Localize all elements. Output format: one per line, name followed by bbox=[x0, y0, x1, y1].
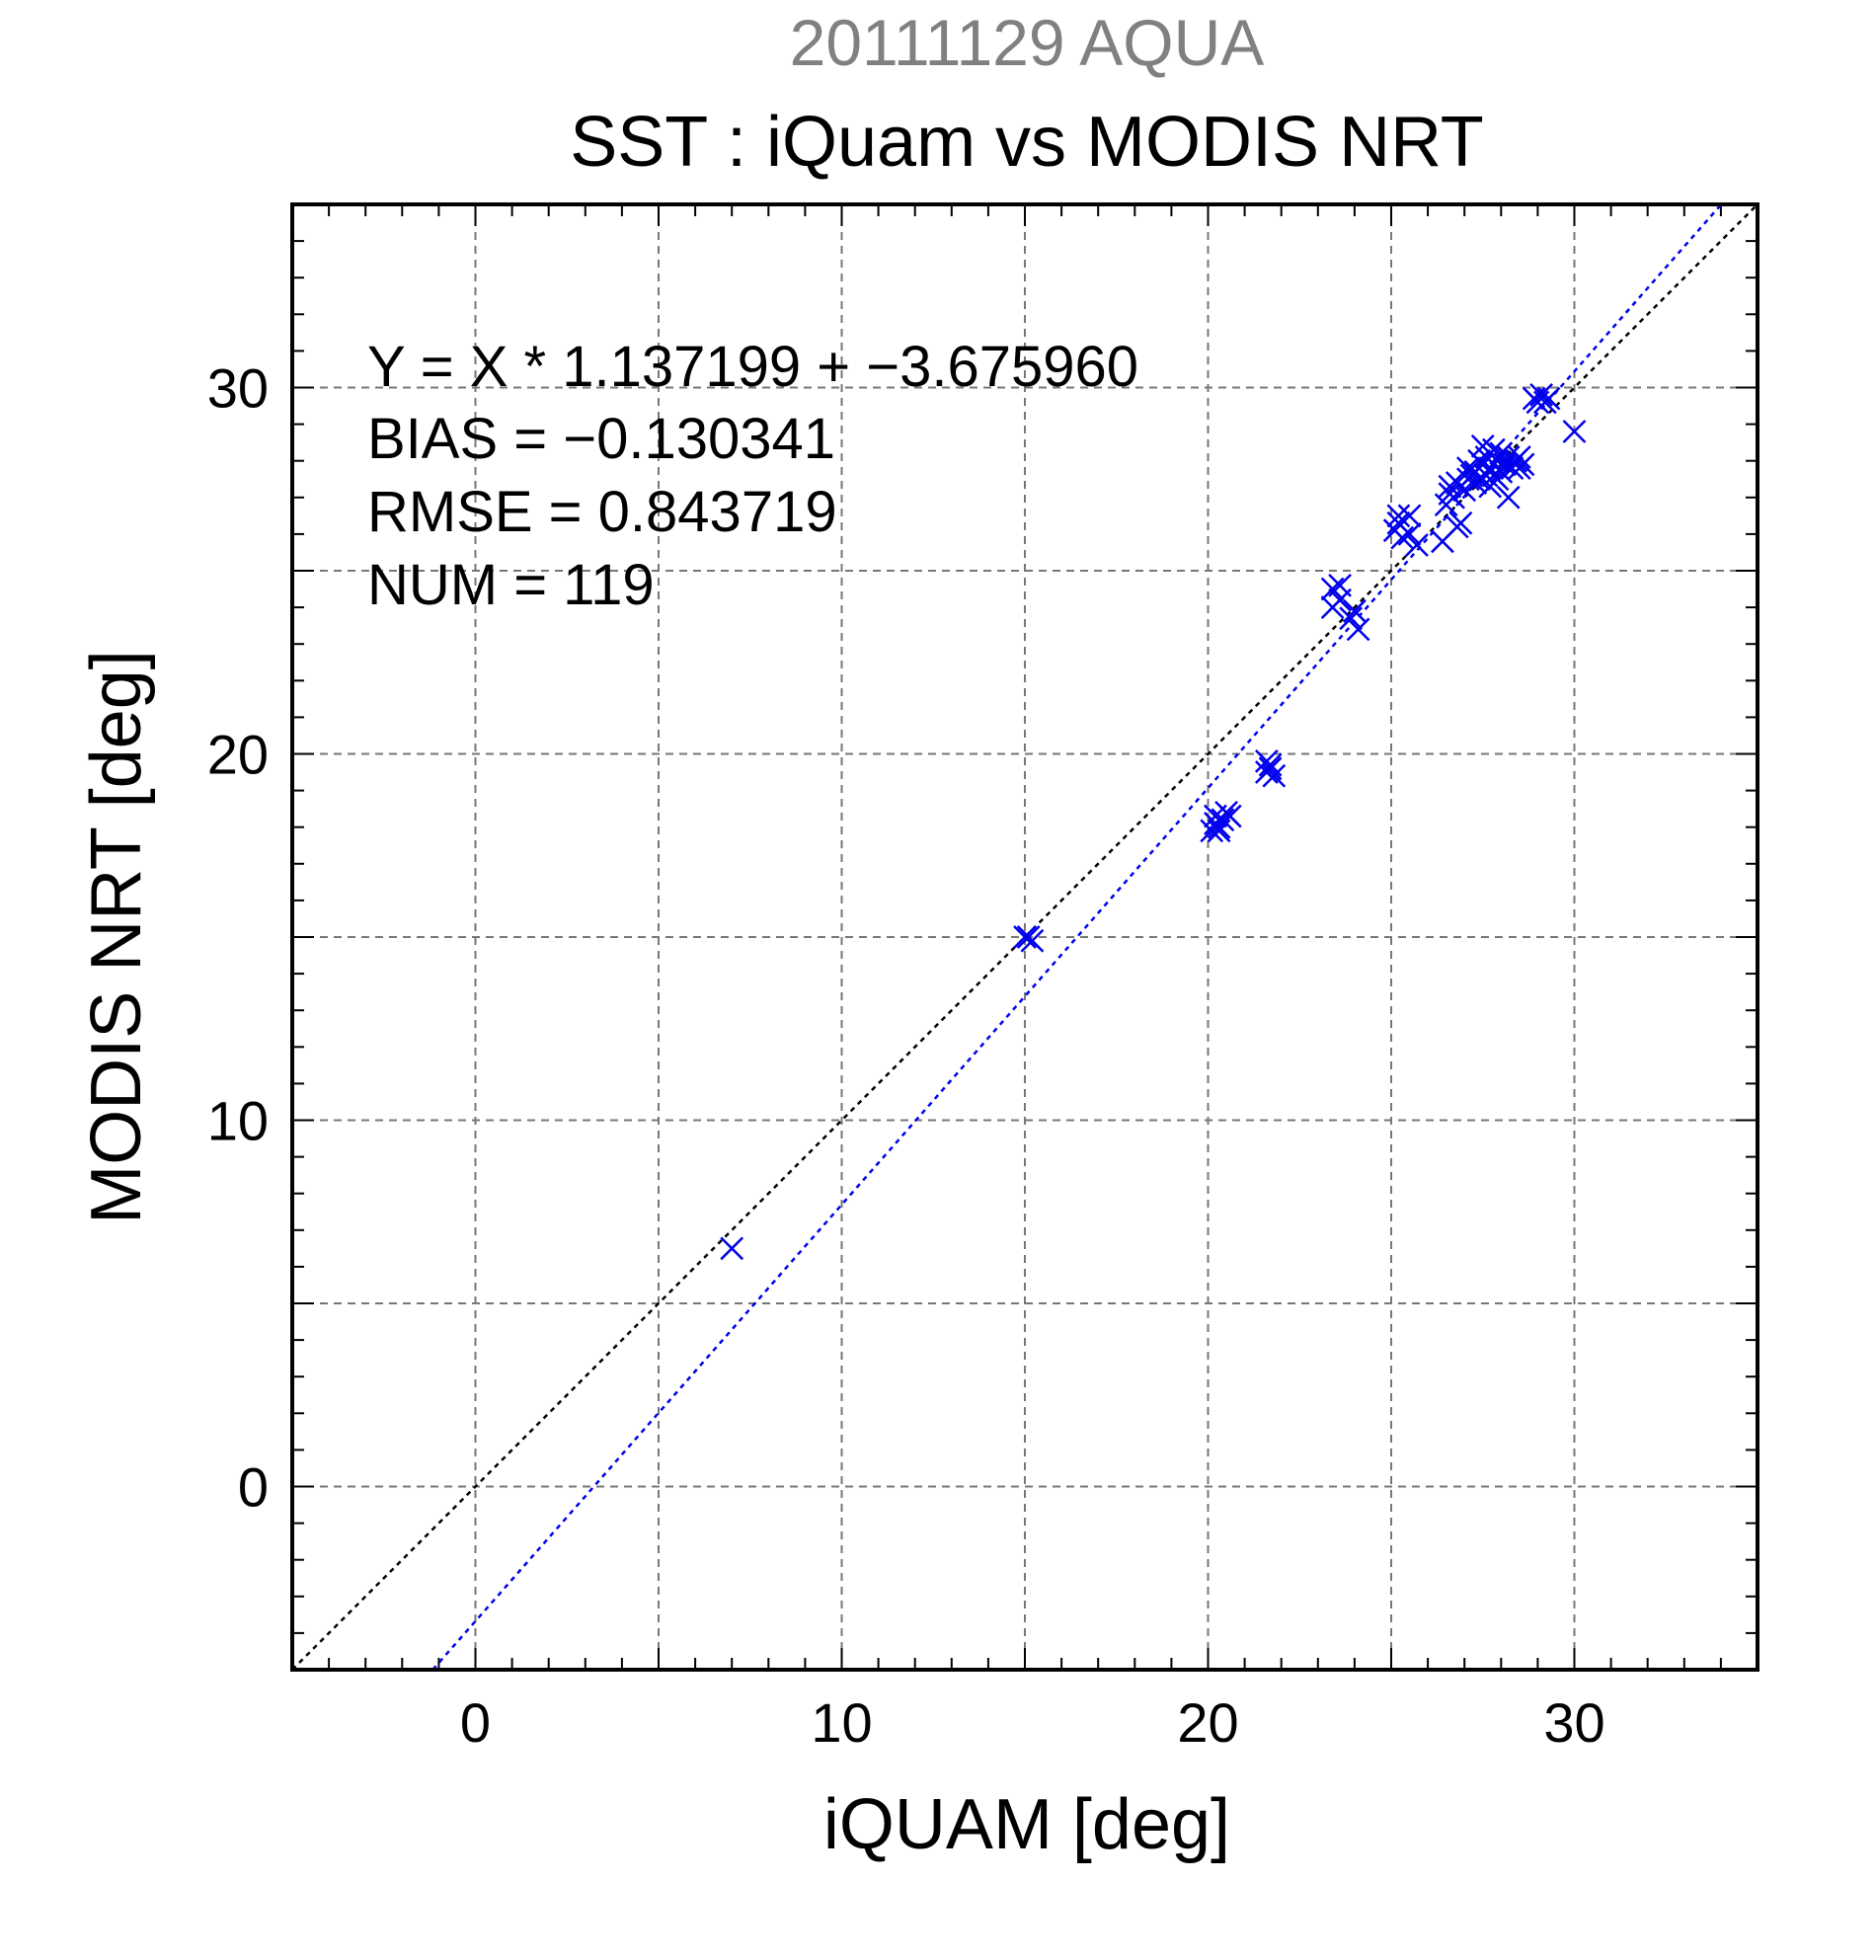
data-point bbox=[1507, 445, 1531, 469]
data-point bbox=[1485, 467, 1510, 492]
data-point bbox=[1020, 928, 1045, 953]
x-tick-label: 10 bbox=[811, 1691, 872, 1754]
annotation-num: NUM = 119 bbox=[367, 553, 655, 617]
data-point bbox=[1397, 522, 1422, 546]
plot-frame bbox=[290, 202, 1759, 1672]
data-point bbox=[1405, 533, 1429, 557]
data-point bbox=[1346, 617, 1370, 642]
x-tick-labels: 0 10 20 30 bbox=[460, 1691, 1605, 1754]
data-point bbox=[1496, 485, 1521, 510]
y-tick-labels: 0 10 20 30 bbox=[207, 357, 269, 1519]
data-point bbox=[1254, 749, 1279, 773]
data-point bbox=[1258, 756, 1283, 781]
annotation-regression: Y = X * 1.137199 + −3.675960 bbox=[367, 335, 1138, 399]
data-point bbox=[1536, 386, 1561, 411]
x-tick-label: 20 bbox=[1177, 1691, 1238, 1754]
y-tick-label: 0 bbox=[238, 1456, 269, 1519]
data-point bbox=[1390, 525, 1415, 550]
data-point bbox=[1339, 606, 1364, 631]
data-point bbox=[1529, 383, 1553, 407]
annotation-rmse: RMSE = 0.843719 bbox=[367, 480, 837, 544]
y-tick-label: 20 bbox=[207, 724, 269, 786]
data-point bbox=[1207, 815, 1231, 839]
y-tick-label: 30 bbox=[207, 357, 269, 420]
data-point bbox=[1442, 485, 1465, 510]
data-point bbox=[1320, 577, 1345, 601]
chart-title-date: 20111129 AQUA bbox=[790, 6, 1265, 79]
data-point bbox=[1328, 573, 1352, 597]
data-point bbox=[1262, 763, 1287, 788]
data-point bbox=[720, 1236, 744, 1261]
data-point bbox=[1397, 504, 1422, 528]
stats-annotations: Y = X * 1.137199 + −3.675960 BIAS = −0.1… bbox=[367, 335, 1138, 617]
data-point bbox=[1211, 808, 1235, 832]
data-points bbox=[720, 383, 1587, 1261]
data-point bbox=[1343, 598, 1367, 623]
chart-title: SST : iQuam vs MODIS NRT bbox=[570, 103, 1484, 182]
data-point bbox=[1562, 420, 1587, 443]
y-tick-label: 10 bbox=[207, 1090, 269, 1152]
x-tick-label: 0 bbox=[460, 1691, 491, 1754]
data-point bbox=[1386, 504, 1411, 528]
annotation-bias: BIAS = −0.130341 bbox=[367, 407, 835, 471]
data-point bbox=[1511, 452, 1535, 477]
data-point bbox=[1013, 925, 1037, 949]
x-tick-label: 30 bbox=[1543, 1691, 1604, 1754]
data-point bbox=[1448, 510, 1473, 535]
x-axis-label: iQUAM [deg] bbox=[823, 1785, 1230, 1864]
y-axis-label: MODIS NRT [deg] bbox=[77, 650, 156, 1224]
